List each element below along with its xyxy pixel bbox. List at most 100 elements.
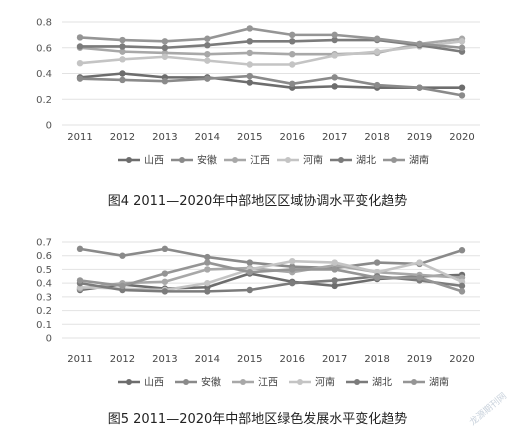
legend-label: 湖南 [429,376,449,389]
chart-2-caption: 图5 2011—2020年中部地区绿色发展水平变化趋势 [107,412,408,427]
data-point [76,43,84,50]
y-tick-label: 0.2 [36,306,52,317]
series-line [79,40,463,66]
x-tick-label: 2017 [322,132,347,143]
data-point [76,75,84,82]
legend-label: 湖南 [409,154,429,167]
legend-marker [297,379,303,385]
data-point [458,38,466,45]
y-tick-label: 0.4 [36,69,52,80]
data-point [289,258,296,265]
chart-1: 0 0.2 0.4 0.6 0.8 2011 2012 2013 2014 2015 2016 201… [36,18,480,167]
series-line [79,74,463,97]
y-tick-label: 0.2 [36,95,52,106]
chart-1-svg: 0 0.2 0.4 0.6 0.8 2011 2012 2013 2014 2015 2016 201… [36,18,480,167]
y-tick-label: 0.6 [36,251,52,262]
legend-label: 山西 [144,377,164,389]
x-tick-label: 2019 [407,354,432,365]
data-point [246,25,253,32]
legend-marker [285,157,291,163]
data-point [204,279,211,287]
data-point [416,84,423,91]
data-point [246,259,253,266]
x-tick-label: 2015 [237,132,262,143]
legend-label: 江西 [250,155,270,167]
series-5 [76,25,466,51]
data-point [119,252,126,259]
legend-marker [354,379,360,385]
data-point [204,35,211,42]
x-tick-label: 2016 [279,132,304,143]
data-point [331,282,338,290]
data-point [416,259,423,266]
data-point [458,282,466,290]
data-point [161,288,169,295]
data-point [289,38,296,45]
data-point [416,274,423,281]
y-tick-label: 0.7 [36,238,52,249]
data-point [246,79,253,86]
data-point [416,40,423,48]
legend-marker [179,157,185,163]
data-point [119,48,126,55]
data-point [246,286,253,294]
data-point [289,31,296,39]
y-tick-label: 0.8 [36,18,52,29]
series-line [79,261,463,293]
legend-label: 河南 [303,154,323,167]
data-point [76,245,84,253]
legend-marker [126,157,132,163]
data-point [373,48,381,55]
legend-label: 湖北 [372,377,392,389]
series-5 [76,259,466,295]
y-tick-label: 0.4 [36,279,52,290]
x-tick-label: 2015 [237,354,262,365]
y-tick-label: 0.6 [36,43,52,54]
data-point [373,35,381,42]
x-tick-label: 2011 [67,354,92,365]
data-point [331,259,338,266]
data-point [331,277,338,284]
data-point [119,76,126,84]
data-point [161,38,169,45]
legend-label: 山西 [144,155,164,167]
x-tick-label: 2017 [322,354,347,365]
chart-1-caption: 图4 2011—2020年中部地区区域协调水平变化趋势 [107,194,408,209]
data-point [331,74,338,81]
data-point [246,49,253,57]
data-point [331,83,338,90]
y-tick-label: 0.3 [36,292,52,303]
data-point [119,36,126,44]
data-point [161,245,169,253]
legend-label: 安徽 [201,376,221,389]
data-point [458,44,466,51]
data-point [458,247,466,254]
legend: 山西 安徽 江西 河南 湖北 湖南 [118,376,449,389]
data-point [458,92,466,99]
data-point [161,44,169,51]
x-tick-label: 2016 [279,354,304,365]
data-point [289,80,296,88]
data-point [331,36,338,44]
data-point [373,274,381,281]
data-point [331,52,338,59]
y-tick-label: 0 [46,334,52,345]
data-point [204,259,211,266]
data-point [289,50,296,58]
data-point [76,277,84,284]
y-tick-label: 0.1 [36,320,52,331]
x-tick-label: 2012 [110,132,135,143]
data-point [204,57,211,64]
data-point [373,259,381,266]
data-point [289,61,296,68]
x-tick-label: 2013 [152,354,177,365]
data-point [204,50,211,58]
data-point [204,41,211,49]
data-point [246,38,253,45]
legend-label: 江西 [258,377,278,389]
data-point [289,279,296,287]
data-point [119,70,126,77]
x-tick-label: 2012 [110,354,135,365]
x-tick-label: 2018 [364,354,389,365]
legend-label: 湖北 [356,155,376,167]
